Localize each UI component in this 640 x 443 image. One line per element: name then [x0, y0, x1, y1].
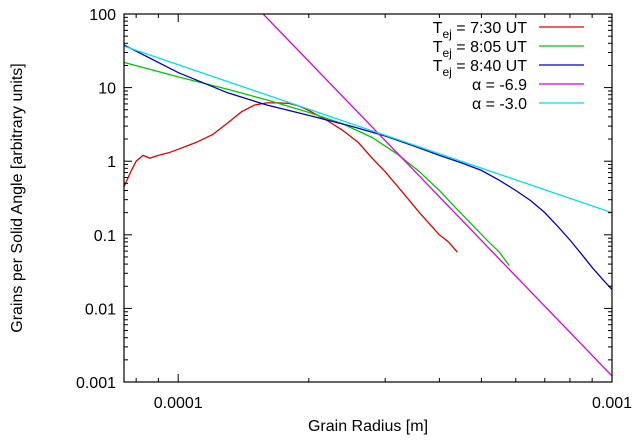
series-line-2: [124, 61, 510, 267]
tick-layer: 100 10 1 0.1 0.01 0.001 0.0001 0.001: [76, 7, 632, 412]
x-axis-title: Grain Radius [m]: [308, 418, 428, 435]
y-tick-label: 0.1: [94, 228, 116, 245]
legend-entry: α = -6.9: [472, 77, 584, 94]
legend-label: α = -6.9: [472, 77, 527, 94]
y-axis-title: Grains per Solid Angle [arbitrary units]: [9, 63, 26, 332]
series-line-4: [262, 14, 612, 377]
legend-entry: α = -3.0: [472, 96, 584, 113]
y-tick-label: 10: [98, 81, 116, 98]
x-tick-label: 0.0001: [154, 395, 203, 412]
series-layer: [124, 14, 612, 377]
legend-entry: Tej = 7:30 UT: [433, 20, 584, 41]
x-tick-label: 0.001: [592, 395, 632, 412]
series-line-1: [124, 102, 458, 253]
y-tick-label: 1: [107, 154, 116, 171]
legend-label: α = -3.0: [472, 96, 527, 113]
series-line-3: [124, 44, 612, 291]
y-tick-label: 0.001: [76, 375, 116, 392]
y-tick-label: 0.01: [85, 301, 116, 318]
legend-label: Tej = 8:40 UT: [433, 58, 528, 79]
legend-label: Tej = 7:30 UT: [433, 20, 528, 41]
plot-frame: [123, 13, 613, 383]
legend-entry: Tej = 8:40 UT: [433, 58, 584, 79]
legend-label: Tej = 8:05 UT: [433, 39, 528, 60]
series-line-5: [124, 45, 612, 214]
y-tick-label: 100: [89, 7, 116, 24]
legend-entry: Tej = 8:05 UT: [433, 39, 584, 60]
